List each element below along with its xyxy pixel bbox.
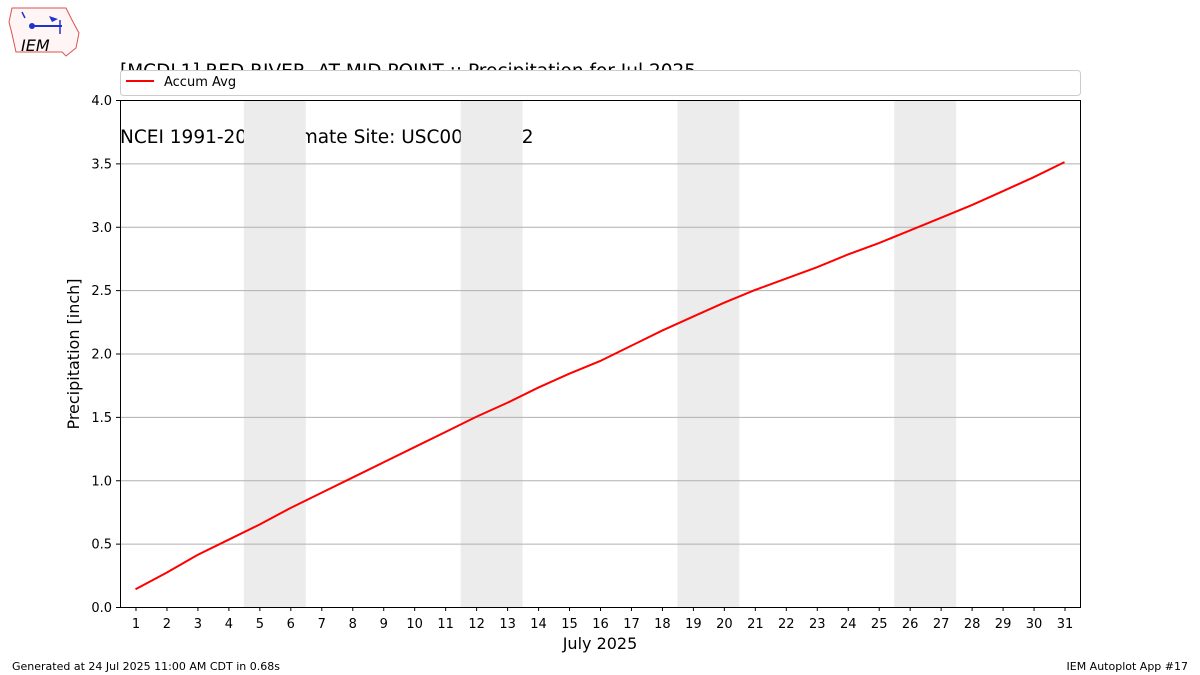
x-tick-label: 26 (902, 617, 919, 632)
y-tick-label: 1.5 (91, 411, 112, 426)
x-tick-label: 6 (287, 617, 295, 632)
x-tick-label: 19 (685, 617, 702, 632)
y-tick-label: 3.0 (91, 221, 112, 236)
x-tick-label: 27 (933, 617, 950, 632)
x-tick-label: 9 (380, 617, 388, 632)
y-tick-label: 2.5 (91, 284, 112, 299)
x-tick-label: 14 (530, 617, 547, 632)
app-footer: IEM Autoplot App #17 (1066, 660, 1189, 673)
y-axis-ticks: 0.0 0.5 1.0 1.5 2.0 2.5 3.0 3.5 4.0 (91, 94, 120, 616)
y-tick-label: 3.5 (91, 157, 112, 172)
x-tick-label: 31 (1057, 617, 1074, 632)
x-tick-label: 15 (561, 617, 578, 632)
x-tick-label: 5 (256, 617, 264, 632)
y-tick-label: 0.5 (91, 538, 112, 553)
y-tick-label: 2.0 (91, 348, 112, 363)
x-tick-label: 21 (747, 617, 764, 632)
y-tick-label: 0.0 (91, 601, 112, 616)
x-tick-label: 11 (437, 617, 454, 632)
x-tick-label: 1 (132, 617, 140, 632)
x-tick-label: 8 (349, 617, 357, 632)
x-tick-label: 20 (716, 617, 733, 632)
plot-frame (120, 100, 1081, 608)
x-tick-label: 30 (1026, 617, 1043, 632)
x-tick-label: 18 (654, 617, 671, 632)
x-tick-label: 10 (406, 617, 423, 632)
x-tick-label: 29 (995, 617, 1012, 632)
legend-label: Accum Avg (164, 75, 236, 90)
x-tick-label: 13 (499, 617, 516, 632)
y-tick-label: 4.0 (91, 94, 112, 109)
x-tick-label: 17 (623, 617, 640, 632)
y-axis-label: Precipitation [inch] (64, 278, 83, 429)
generated-footer: Generated at 24 Jul 2025 11:00 AM CDT in… (12, 660, 280, 673)
x-tick-label: 28 (964, 617, 981, 632)
logo-text: IEM (21, 36, 50, 55)
iem-logo: IEM (8, 7, 80, 57)
x-tick-label: 22 (778, 617, 795, 632)
x-tick-label: 7 (318, 617, 326, 632)
legend: Accum Avg (120, 70, 1081, 96)
accum-avg-line (135, 161, 1065, 591)
x-axis-ticks: 1 2 3 4 5 6 7 8 9 10 11 12 13 14 15 16 17 18 19 20 21 22 23 24 2… (132, 607, 1073, 632)
x-tick-label: 24 (840, 617, 857, 632)
x-tick-label: 2 (163, 617, 171, 632)
y-tick-label: 1.0 (91, 474, 112, 489)
x-tick-label: 25 (871, 617, 888, 632)
x-tick-label: 23 (809, 617, 826, 632)
x-tick-label: 4 (225, 617, 233, 632)
x-tick-label: 3 (194, 617, 202, 632)
x-tick-label: 12 (468, 617, 485, 632)
x-tick-label: 16 (592, 617, 609, 632)
x-axis-label: July 2025 (562, 634, 638, 653)
iowa-outline-icon (8, 7, 80, 57)
